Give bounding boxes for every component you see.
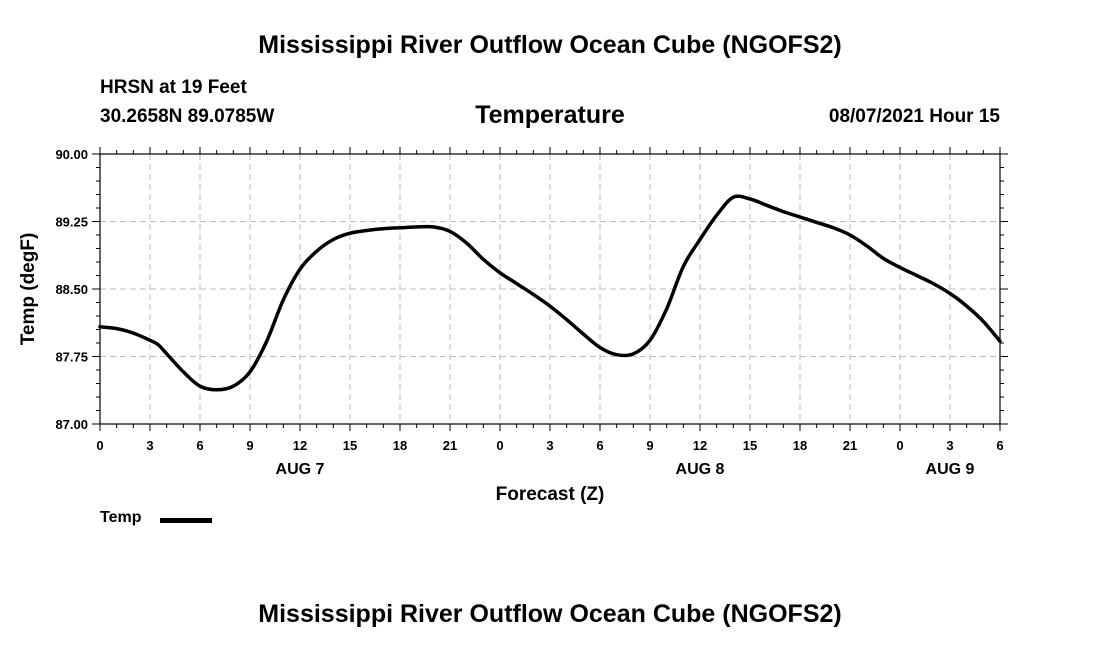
x-tick-label: 3 [146, 438, 153, 453]
forecast-datetime: 08/07/2021 Hour 15 [828, 106, 1000, 127]
y-tick-label: 87.75 [55, 350, 88, 365]
legend-label: Temp [100, 509, 142, 526]
series-layer [98, 194, 1002, 392]
x-tick-label: 3 [946, 438, 953, 453]
day-label: AUG 9 [926, 461, 975, 478]
plot-frame [99, 153, 1001, 425]
footer-title: Mississippi River Outflow Ocean Cube (NG… [258, 600, 842, 628]
x-tick-label: 6 [196, 438, 203, 453]
x-tick-label: 9 [246, 438, 253, 453]
variable-title: Temperature [475, 101, 625, 129]
x-tick-label: 0 [96, 438, 103, 453]
y-tick-label: 87.00 [55, 417, 88, 432]
day-label: AUG 8 [676, 461, 725, 478]
x-tick-label: 21 [443, 438, 457, 453]
x-tick-label: 15 [743, 438, 757, 453]
x-tick-label: 18 [793, 438, 807, 453]
y-tick-label: 88.50 [55, 282, 88, 297]
x-tick-label: 9 [646, 438, 653, 453]
x-tick-label: 6 [996, 438, 1003, 453]
temp-series-line [98, 194, 1002, 392]
x-tick-label: 12 [293, 438, 307, 453]
x-tick-label: 6 [596, 438, 603, 453]
legend-swatch [160, 518, 212, 523]
y-tick-label: 89.25 [55, 215, 88, 230]
coordinates-label: 30.2658N 89.0785W [100, 106, 275, 127]
y-tick-label: 90.00 [55, 147, 88, 162]
grid-lines [100, 154, 1000, 424]
y-axis-title: Temp (degF) [18, 233, 39, 346]
x-tick-label: 15 [343, 438, 357, 453]
x-axis-title: Forecast (Z) [496, 484, 605, 505]
x-tick-label: 21 [843, 438, 857, 453]
x-tick-label: 18 [393, 438, 407, 453]
chart-title: Mississippi River Outflow Ocean Cube (NG… [258, 31, 842, 59]
x-tick-label: 0 [896, 438, 903, 453]
station-label: HRSN at 19 Feet [100, 77, 247, 98]
axis-labels: 87.00 87.75 88.50 89.25 90.00 0 3 6 9 12 15 18 21 0 3 6… [18, 147, 1004, 505]
day-label: AUG 7 [276, 461, 325, 478]
axis-ticks [92, 147, 1008, 431]
x-tick-label: 3 [546, 438, 553, 453]
x-tick-label: 12 [693, 438, 707, 453]
x-tick-label: 0 [496, 438, 503, 453]
